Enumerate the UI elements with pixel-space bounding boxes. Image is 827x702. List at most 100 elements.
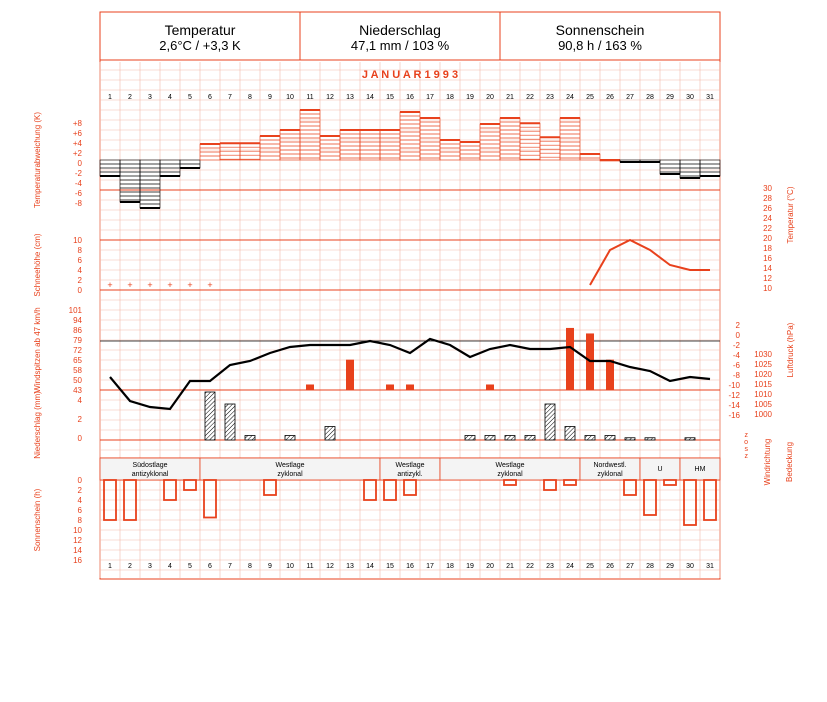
wind-gust-bar: [406, 384, 414, 390]
precip-bar: [604, 435, 616, 441]
day-label-top: 9: [268, 94, 272, 101]
day-label-bottom: 6: [208, 563, 212, 570]
wind-gust-bar: [346, 359, 354, 390]
snow-depth-tick: 10: [73, 236, 82, 245]
sunshine-bar: [183, 479, 197, 491]
weather-type-name: Westlage: [495, 462, 524, 469]
wind-gust-bar: [486, 384, 494, 390]
day-label-bottom: 18: [446, 563, 454, 570]
pressure-deviation-tick: -16: [728, 411, 740, 420]
temperature-summary: Temperatur 2,6°C / +3,3 K: [100, 12, 300, 60]
precip-bar: [204, 391, 216, 441]
sunshine-bar: [503, 479, 517, 486]
day-label-bottom: 12: [326, 563, 334, 570]
sunshine-tick: 16: [73, 556, 82, 565]
snow-depth-marker: +: [127, 280, 132, 290]
day-label-top: 6: [208, 94, 212, 101]
day-label-bottom: 2: [128, 563, 132, 570]
day-label-top: 31: [706, 94, 714, 101]
day-label-top: 26: [606, 94, 614, 101]
day-label-bottom: 26: [606, 563, 614, 570]
precip-tick: 4: [78, 396, 83, 405]
weather-type-kind: zyklonal: [497, 471, 523, 478]
weather-type-name: Westlage: [275, 462, 304, 469]
month-title: J A N U A R 1 9 9 3: [362, 69, 458, 81]
snow-depth-marker: +: [147, 280, 152, 290]
temp-anomaly-bar: [279, 129, 301, 161]
day-label-bottom: 30: [686, 563, 694, 570]
pressure-deviation-tick: 2: [736, 321, 741, 330]
sunshine-summary: Sonnenschein 90,8 h / 163 %: [500, 12, 700, 60]
day-label-bottom: 13: [346, 563, 354, 570]
sunshine-tick: 2: [78, 486, 83, 495]
sunshine-bar: [563, 479, 577, 486]
temperature-tick: 20: [763, 234, 772, 243]
wind-gust-tick: 86: [73, 326, 82, 335]
precip-bar: [544, 403, 556, 441]
precip-bar: [684, 437, 696, 441]
sunshine-bar: [543, 479, 557, 491]
temp-anomaly-tick: +4: [73, 139, 83, 148]
day-label-bottom: 15: [386, 563, 394, 570]
day-label-bottom: 11: [306, 563, 313, 570]
day-label-top: 28: [646, 94, 654, 101]
temperature-tick: 10: [763, 284, 772, 293]
day-label-bottom: 7: [228, 563, 232, 570]
day-label-bottom: 8: [248, 563, 252, 570]
sunshine-tick: 6: [78, 506, 83, 515]
wind-gust-tick: 65: [73, 356, 82, 365]
day-label-top: 18: [446, 94, 454, 101]
weather-type-name: HM: [695, 466, 706, 473]
snow-depth-marker: +: [167, 280, 172, 290]
wind-direction-tick: z: [745, 453, 749, 460]
pressure-deviation-tick: -6: [733, 361, 741, 370]
day-label-top: 5: [188, 94, 192, 101]
weather-type-cell: [679, 457, 721, 481]
temperature-tick: 26: [763, 204, 772, 213]
pressure-tick: 1030: [754, 350, 772, 359]
pressure-deviation-tick: -14: [728, 401, 740, 410]
temperature-tick: 28: [763, 194, 772, 203]
temperature-tick: 30: [763, 184, 772, 193]
pressure-axis-label: Luftdruck (hPa): [786, 322, 795, 377]
temp-anomaly-tick: -2: [75, 169, 83, 178]
sunshine-bar: [363, 479, 377, 501]
weather-type-name: Westlage: [395, 462, 424, 469]
day-label-top: 25: [586, 94, 594, 101]
day-label-bottom: 25: [586, 563, 594, 570]
sunshine-title: Sonnenschein: [555, 22, 645, 38]
day-label-bottom: 10: [286, 563, 294, 570]
pressure-deviation-tick: -8: [733, 371, 741, 380]
day-label-top: 21: [506, 94, 514, 101]
snow-depth-axis-label: Schneehöhe (cm): [33, 233, 42, 296]
temp-anomaly-tick: +2: [73, 149, 83, 158]
day-label-bottom: 20: [486, 563, 494, 570]
sunshine-bar: [703, 479, 717, 521]
temp-anomaly-bar: [299, 109, 321, 161]
snow-depth-tick: 2: [78, 276, 83, 285]
precip-bar: [284, 435, 296, 441]
day-label-bottom: 9: [268, 563, 272, 570]
temperature-axis-label: Temperatur (°C): [786, 186, 795, 243]
wind-gust-bar: [566, 327, 574, 390]
day-label-top: 15: [386, 94, 394, 101]
wind-direction-axis-label: Windrichtung: [763, 439, 772, 486]
day-label-top: 27: [626, 94, 634, 101]
temperature-tick: 14: [763, 264, 772, 273]
day-label-top: 4: [168, 94, 172, 101]
day-label-bottom: 21: [506, 563, 514, 570]
temperature-tick: 24: [763, 214, 772, 223]
sunshine-bar: [683, 479, 697, 526]
precip-bar: [564, 426, 576, 441]
day-label-bottom: 19: [466, 563, 474, 570]
day-label-bottom: 23: [546, 563, 554, 570]
precip-tick: 2: [78, 415, 83, 424]
snow-depth-line: [589, 238, 710, 286]
temp-anomaly-bar: [479, 123, 501, 161]
day-label-bottom: 22: [526, 563, 534, 570]
precip-bar: [324, 426, 336, 441]
temp-anomaly-bar: [379, 129, 401, 161]
pressure-tick: 1010: [754, 390, 772, 399]
precip-bar: [504, 435, 516, 441]
wind-gust-bar: [386, 384, 394, 390]
